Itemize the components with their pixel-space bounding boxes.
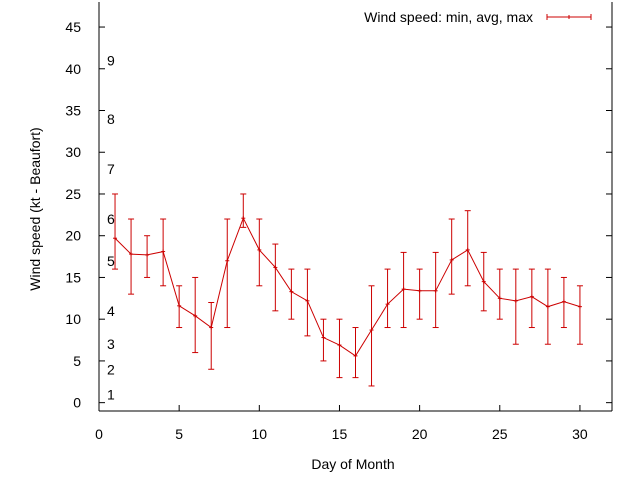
beaufort-label: 1 <box>107 386 115 402</box>
data-point <box>433 288 438 293</box>
beaufort-label: 9 <box>107 52 115 68</box>
data-point <box>417 288 422 293</box>
legend-sample <box>546 14 592 20</box>
beaufort-label: 8 <box>107 111 115 127</box>
y-tick-label: 5 <box>73 353 81 369</box>
data-point <box>321 335 326 340</box>
data-point <box>209 325 214 330</box>
y-tick-label: 30 <box>65 144 81 160</box>
legend: Wind speed: min, avg, max <box>364 9 592 25</box>
data-point <box>529 294 534 299</box>
y-tick-label: 20 <box>65 228 81 244</box>
data-point <box>545 304 550 309</box>
error-bar <box>448 218 455 295</box>
tick-marks <box>98 26 612 411</box>
beaufort-label: 2 <box>107 361 115 377</box>
error-bar <box>576 285 583 345</box>
error-bar <box>512 268 519 345</box>
x-tick-label: 5 <box>175 426 183 442</box>
y-tick-label: 0 <box>73 395 81 411</box>
data-point <box>241 216 246 221</box>
data-point <box>289 289 294 294</box>
error-bar <box>368 285 375 387</box>
x-tick-label: 15 <box>332 426 348 442</box>
error-bars <box>112 193 583 387</box>
error-bar <box>240 193 247 228</box>
error-bar <box>128 218 135 295</box>
data-point <box>353 353 358 358</box>
error-bar <box>272 243 279 312</box>
error-bar <box>416 268 423 320</box>
error-bar <box>496 268 503 320</box>
error-bar <box>336 318 343 379</box>
data-point <box>177 303 182 308</box>
data-point <box>225 258 230 263</box>
y-tick-label: 15 <box>65 269 81 285</box>
x-tick-label: 30 <box>572 426 588 442</box>
error-bar <box>320 318 327 362</box>
y-tick-label: 40 <box>65 61 81 77</box>
y-tick-label: 35 <box>65 103 81 119</box>
beaufort-labels: 1 2 3 4 5 6 7 8 9 <box>107 52 115 402</box>
error-bar <box>352 327 359 379</box>
data-point <box>577 304 582 309</box>
series-line-layer <box>113 216 582 358</box>
data-point <box>513 298 518 303</box>
data-point <box>305 298 310 303</box>
beaufort-label: 6 <box>107 211 115 227</box>
error-bar <box>112 193 119 270</box>
data-point <box>449 257 454 262</box>
beaufort-label: 4 <box>107 303 115 319</box>
y-axis-title: Wind speed (kt - Beaufort) <box>27 127 43 290</box>
data-point <box>161 249 166 254</box>
data-point <box>145 252 150 257</box>
beaufort-label: 5 <box>107 253 115 269</box>
data-point <box>129 252 134 257</box>
data-point <box>193 313 198 318</box>
data-point <box>481 279 486 284</box>
y-tick-label: 10 <box>65 311 81 327</box>
data-point <box>497 296 502 301</box>
error-bar <box>256 218 263 287</box>
x-tick-label: 20 <box>412 426 428 442</box>
error-bar <box>384 268 391 329</box>
x-tick-label: 25 <box>492 426 508 442</box>
y-tick-label: 45 <box>65 19 81 35</box>
x-axis-title: Day of Month <box>311 456 394 472</box>
error-bar <box>208 301 215 370</box>
legend-label: Wind speed: min, avg, max <box>364 9 533 25</box>
beaufort-label: 7 <box>107 161 115 177</box>
beaufort-label: 3 <box>107 336 115 352</box>
data-point <box>369 328 374 333</box>
x-tick-label: 0 <box>95 426 103 442</box>
data-point <box>465 247 470 252</box>
series-line-avg <box>114 216 581 357</box>
error-bar <box>224 218 231 329</box>
error-bar <box>288 268 295 320</box>
data-point <box>385 302 390 307</box>
data-point <box>337 343 342 348</box>
y-tick-label: 25 <box>65 186 81 202</box>
data-point <box>561 299 566 304</box>
data-point <box>273 265 278 270</box>
data-point <box>113 236 118 241</box>
axes <box>98 2 613 412</box>
x-tick-label: 10 <box>252 426 268 442</box>
data-point <box>257 247 262 252</box>
data-point <box>401 287 406 292</box>
